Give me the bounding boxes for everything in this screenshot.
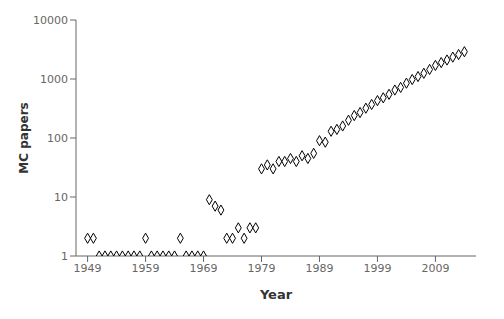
- svg-text:1000: 1000: [40, 73, 68, 86]
- svg-text:100: 100: [47, 132, 68, 145]
- svg-text:1: 1: [61, 250, 68, 263]
- svg-text:MC papers: MC papers: [17, 102, 31, 173]
- svg-text:2009: 2009: [421, 262, 449, 275]
- svg-text:1999: 1999: [363, 262, 391, 275]
- svg-text:1949: 1949: [74, 262, 102, 275]
- svg-text:Year: Year: [259, 287, 293, 302]
- svg-text:1959: 1959: [132, 262, 160, 275]
- svg-text:1969: 1969: [190, 262, 218, 275]
- svg-text:10000: 10000: [33, 14, 68, 27]
- svg-text:1979: 1979: [248, 262, 276, 275]
- svg-text:1989: 1989: [305, 262, 333, 275]
- svg-text:10: 10: [54, 191, 68, 204]
